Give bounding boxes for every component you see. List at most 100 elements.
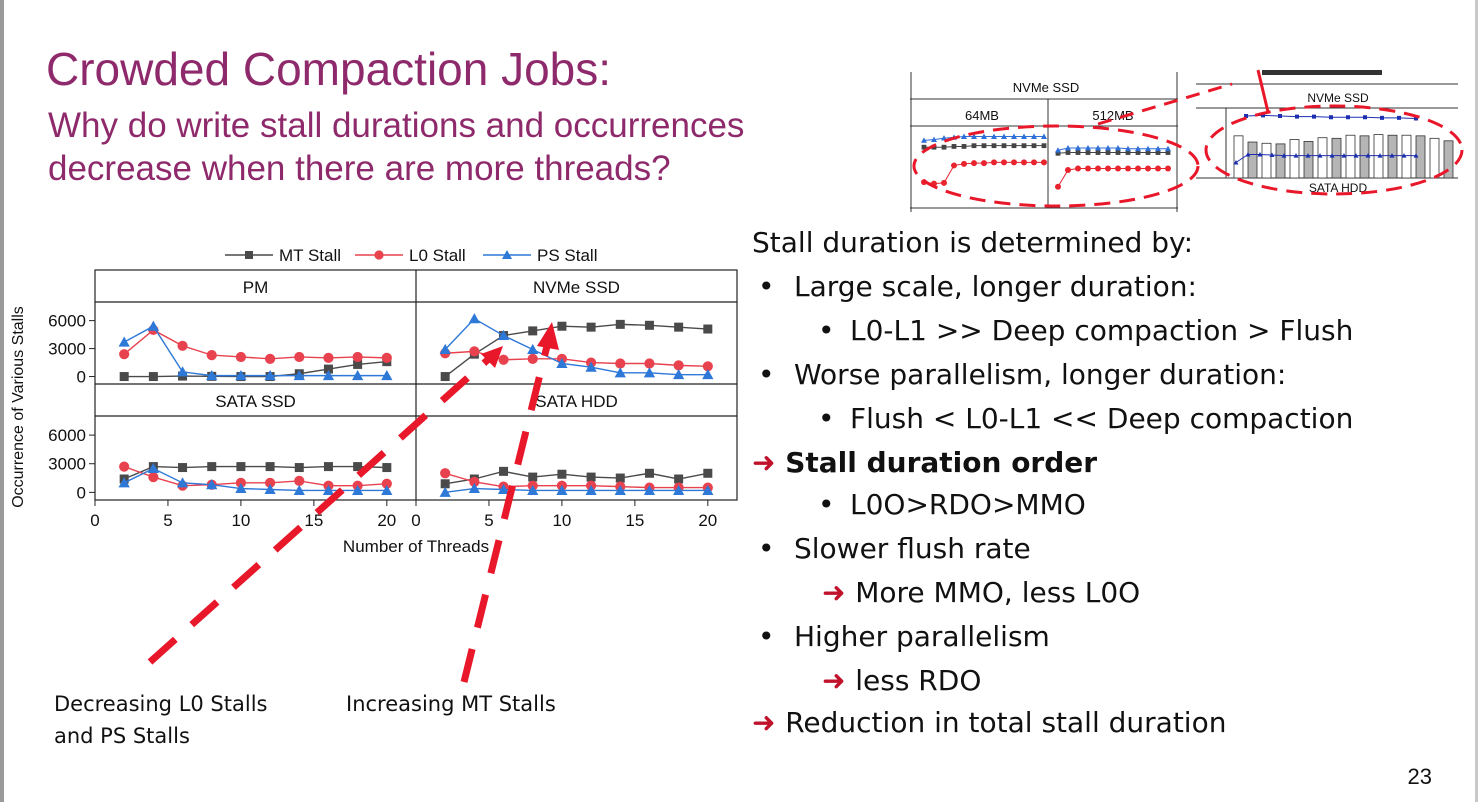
bullet-text: More MMO, less L0O [855,576,1141,609]
data-point-0-1-6 [294,351,305,363]
thumb-left-point-1-right-0 [1055,183,1061,190]
data-point-1-0-0 [440,372,450,382]
x-tick-label-1-1: 5 [484,511,493,530]
slide-subtitle: Why do write stall durations and occurre… [48,104,918,190]
data-point-3-2-8 [673,484,685,495]
thumb-left-point-0-left-0 [921,144,927,150]
thumb-left-point-1-left-9 [1011,159,1017,166]
thumb-left-point-0-right-3 [1085,150,1091,155]
data-point-2-0-4 [236,462,246,472]
y-tick-label-1-1: 3000 [48,455,86,474]
data-point-1-2-2 [497,329,510,341]
thumb-left-point-1-right-11 [1165,165,1171,172]
series-line-1-1 [445,350,708,367]
data-point-2-0-5 [265,462,275,472]
thumb-right-bar-2 [1261,142,1272,179]
panel-3-series [439,466,714,497]
thumb-left-point-1-left-8 [1001,159,1007,166]
legend-label-1: L0 Stall [409,246,466,265]
thumb-right-bar-15 [1443,140,1454,179]
thumb-right-bar-3 [1275,143,1286,179]
bullet-text: Worse parallelism, longer duration: [794,358,1287,391]
thumb-left-point-1-right-7 [1125,165,1131,172]
data-point-1-0-7 [644,320,654,330]
thumb-left-point-0-left-8 [1001,143,1007,149]
bullet-line-4: • Flush < L0-L1 << Deep compaction [818,402,1353,435]
thumb-right-bar-6 [1317,137,1328,179]
thumb-right-point-top-1 [1261,113,1265,118]
data-point-0-2-0 [118,336,130,347]
data-point-1-0-5 [586,322,596,332]
bullet-dot-icon: • [758,620,775,653]
thumb-right-bar-4 [1289,139,1300,179]
thumb-left-point-0-left-5 [971,143,977,149]
x-tick-label-0-0: 0 [90,511,99,530]
thumb-left-point-1-right-5 [1105,165,1111,172]
thumb-left-point-1-right-4 [1095,165,1101,172]
thumb-left-point-0-left-6 [981,143,987,149]
thumb-left-point-1-left-7 [991,159,997,166]
data-point-0-1-9 [381,352,392,364]
thumb-left-point-0-left-9 [1011,143,1017,149]
data-point-1-0-3 [528,326,538,336]
data-point-3-0-7 [644,468,654,478]
x-tick-label-0-4: 20 [377,511,396,530]
thumb-right-point-top-5 [1329,115,1333,120]
thumb-right-point-top-2 [1278,114,1282,118]
bullet-text: L0-L1 >> Deep compaction > Flush [850,314,1354,347]
bullet-text: L0O>RDO>MMO [850,488,1086,521]
thumb-right-point-top-9 [1397,115,1401,120]
thumb-left-point-0-right-1 [1065,150,1071,155]
thumb-right-bar-5 [1303,141,1314,179]
data-point-1-2-4 [556,357,568,368]
thumb-left-point-1-right-6 [1115,165,1121,172]
thumb-left-point-1-left-2 [941,179,947,186]
data-point-0-1-2 [177,340,188,351]
data-point-3-2-7 [643,484,656,495]
thumb-left-point-0-right-6 [1115,150,1121,155]
data-point-1-2-7 [643,367,656,378]
x-tick-label-0-2: 10 [231,511,250,530]
thumb-left-point-0-right-5 [1105,150,1111,155]
thumb-left-line-2-right [1057,147,1168,151]
bullet-line-1: • Large scale, longer duration: [758,270,1197,303]
thumb-left-panel-1: 512MB [1092,108,1133,123]
thumb-left-point-1-left-10 [1021,159,1027,166]
data-point-1-1-3 [527,353,538,364]
bullet-text: Stall duration order [785,446,1098,479]
thumb-left-point-1-left-0 [921,179,927,186]
data-point-2-0-7 [323,462,333,472]
bullet-dot-icon: • [758,358,775,391]
bullet-line-3: • Worse parallelism, longer duration: [758,358,1286,391]
page-number: 23 [1407,764,1432,789]
bullet-line-10: ➜ less RDO [822,664,981,697]
panel-0-series [118,320,393,382]
data-point-0-2-2 [176,366,189,377]
data-point-0-1-0 [119,349,130,360]
thumb-right-cut-title [1262,70,1382,75]
bullet-dot-icon: • [818,488,835,521]
annotation-left-line-2: and PS Stalls [54,724,190,748]
bullet-dot-icon: • [758,270,775,303]
bullet-text: Reduction in total stall duration [785,706,1227,739]
bullet-dot-icon: • [758,532,775,565]
data-point-0-1-5 [264,353,276,364]
x-tick-label-1-3: 15 [625,511,644,530]
thumb-left-point-1-right-9 [1145,165,1151,172]
data-point-1-1-6 [615,358,626,369]
data-point-1-1-8 [673,360,684,371]
subtitle-line-2: decrease when there are more threads? [48,149,671,188]
data-point-0-0-1 [148,372,158,382]
y-axis-label: Occurrence of Various Stalls [10,306,27,508]
annotation-left-line-1: Decreasing L0 Stalls [54,692,268,716]
data-point-0-2-1 [147,320,159,331]
bullet-text: Large scale, longer duration: [794,270,1197,303]
data-point-0-0-0 [119,372,129,382]
data-point-1-0-9 [703,324,713,334]
data-point-2-1-6 [294,475,305,487]
y-tick-label-0-2: 6000 [48,312,86,331]
nvme-ssd-thumbnail-chart: NVMe SSD 64MB 512MB [910,72,1178,212]
data-point-1-2-8 [673,369,685,380]
x-tick-label-1-0: 0 [411,511,420,530]
thumb-left-point-0-left-1 [931,144,937,150]
